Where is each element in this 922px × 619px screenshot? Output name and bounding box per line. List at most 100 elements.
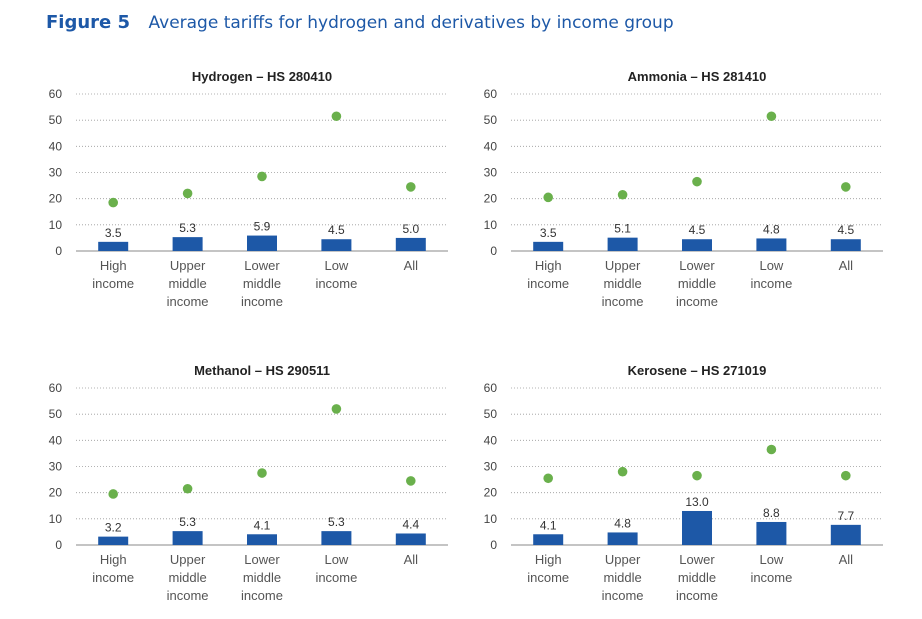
bar xyxy=(395,237,426,251)
y-tick-label: 0 xyxy=(490,538,497,552)
bar xyxy=(395,533,426,545)
bar xyxy=(607,532,638,545)
dot-marker xyxy=(257,171,267,182)
bar-value-label: 4.1 xyxy=(540,518,557,532)
y-tick-label: 60 xyxy=(484,87,498,101)
dot-marker xyxy=(766,444,777,455)
x-category-label: All xyxy=(404,552,419,567)
dot-marker xyxy=(543,473,553,484)
y-tick-label: 60 xyxy=(49,381,63,395)
dot-marker xyxy=(406,476,416,486)
y-tick-label: 30 xyxy=(484,460,498,474)
bar-value-label: 3.5 xyxy=(540,226,557,240)
x-category-label: income xyxy=(750,276,792,291)
dot-marker xyxy=(617,189,628,200)
y-tick-label: 40 xyxy=(484,139,498,153)
y-tick-label: 30 xyxy=(49,166,63,180)
x-category-label: income xyxy=(750,570,792,585)
x-category-label: Upper xyxy=(605,552,641,567)
x-category-label: income xyxy=(602,588,644,603)
bar-value-label: 5.3 xyxy=(328,515,345,529)
x-category-label: income xyxy=(527,276,569,291)
y-tick-label: 10 xyxy=(484,218,498,232)
bar xyxy=(321,531,352,545)
x-category-label: middle xyxy=(243,276,281,291)
bar xyxy=(607,237,638,251)
bar xyxy=(533,241,564,251)
dot-marker xyxy=(108,489,118,499)
bar-value-label: 13.0 xyxy=(685,495,709,509)
y-tick-label: 50 xyxy=(484,407,498,421)
bar-value-label: 4.8 xyxy=(614,516,631,530)
x-category-label: middle xyxy=(243,570,281,585)
x-category-label: income xyxy=(602,294,644,309)
y-tick-label: 60 xyxy=(49,87,63,101)
x-category-label: High xyxy=(100,258,127,273)
x-category-label: High xyxy=(535,258,562,273)
x-category-label: income xyxy=(527,570,569,585)
bar-value-label: 5.9 xyxy=(254,220,271,234)
x-category-label: Low xyxy=(324,552,348,567)
bar xyxy=(98,536,129,545)
chart-title: Kerosene – HS 271019 xyxy=(628,363,767,378)
y-tick-label: 0 xyxy=(55,244,62,258)
y-tick-label: 30 xyxy=(484,166,498,180)
bar xyxy=(682,239,712,251)
bar-value-label: 5.3 xyxy=(179,515,196,529)
y-tick-label: 0 xyxy=(490,244,497,258)
x-category-label: Lower xyxy=(679,552,715,567)
x-category-label: Lower xyxy=(244,258,280,273)
x-category-label: income xyxy=(167,588,209,603)
y-tick-label: 20 xyxy=(484,192,498,206)
x-category-label: All xyxy=(404,258,419,273)
x-category-label: income xyxy=(241,588,283,603)
y-tick-label: 20 xyxy=(49,486,63,500)
y-tick-label: 10 xyxy=(49,512,63,526)
bar xyxy=(172,531,203,545)
x-category-label: Upper xyxy=(605,258,641,273)
bar xyxy=(321,239,352,251)
chart-title: Ammonia – HS 281410 xyxy=(628,69,767,84)
bar-value-label: 4.5 xyxy=(837,223,854,237)
bar-value-label: 5.0 xyxy=(402,222,419,236)
x-category-label: income xyxy=(241,294,283,309)
x-category-label: All xyxy=(839,552,854,567)
bar xyxy=(172,237,203,251)
y-tick-label: 40 xyxy=(49,139,63,153)
chart-ammonia: Ammonia – HS 281410 0 10 20 30 40 50 60 3.5 5.1 4.… xyxy=(484,69,883,309)
x-category-label: income xyxy=(315,276,357,291)
x-category-label: middle xyxy=(678,276,716,291)
bar xyxy=(247,235,277,251)
x-category-label: middle xyxy=(168,570,206,585)
figure-header: Figure 5 Average tariffs for hydrogen an… xyxy=(46,12,674,42)
bar-value-label: 4.5 xyxy=(689,223,706,237)
dot-marker xyxy=(841,182,851,192)
x-category-label: income xyxy=(315,570,357,585)
dot-marker xyxy=(108,197,118,208)
bar-value-label: 4.8 xyxy=(763,222,780,236)
dot-marker xyxy=(692,470,702,481)
x-category-label: Upper xyxy=(170,552,206,567)
x-category-label: High xyxy=(100,552,127,567)
y-tick-label: 60 xyxy=(484,381,498,395)
bar-value-label: 5.3 xyxy=(179,221,196,235)
chart-hydrogen: Hydrogen – HS 280410 0 10 20 30 40 50 60 3.5 5.3 5… xyxy=(49,69,448,309)
bar xyxy=(830,524,861,545)
y-tick-label: 20 xyxy=(49,192,63,206)
dot-marker xyxy=(766,111,777,122)
bar-value-label: 3.5 xyxy=(105,226,122,240)
dot-marker xyxy=(692,176,702,187)
bar xyxy=(533,534,564,545)
bar-value-label: 4.4 xyxy=(402,517,419,531)
bar xyxy=(682,510,712,545)
dot-marker xyxy=(331,404,342,414)
figure-label: Figure 5 xyxy=(46,12,131,33)
x-category-label: Low xyxy=(324,258,348,273)
x-category-label: Lower xyxy=(244,552,280,567)
y-tick-label: 40 xyxy=(484,433,498,447)
x-category-label: middle xyxy=(603,276,641,291)
dot-marker xyxy=(543,192,553,203)
dot-marker xyxy=(257,468,267,478)
bar-value-label: 5.1 xyxy=(614,222,631,236)
x-category-label: Upper xyxy=(170,258,206,273)
